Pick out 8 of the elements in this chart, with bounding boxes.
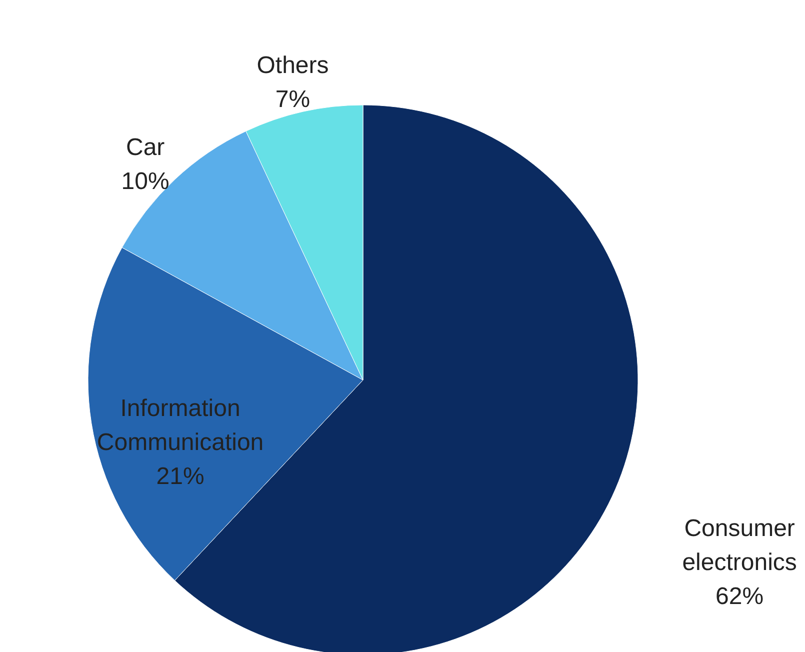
data-label: 7% <box>275 86 310 113</box>
slice-label: Others <box>256 52 329 79</box>
slice-label: Information Communication <box>96 394 264 456</box>
data-label: 21% <box>156 462 204 490</box>
slice-label: Consumer electronics <box>682 515 797 576</box>
data-label: 62% <box>716 583 764 610</box>
data-label: 10% <box>121 168 170 196</box>
slice-label: Car <box>126 134 165 162</box>
